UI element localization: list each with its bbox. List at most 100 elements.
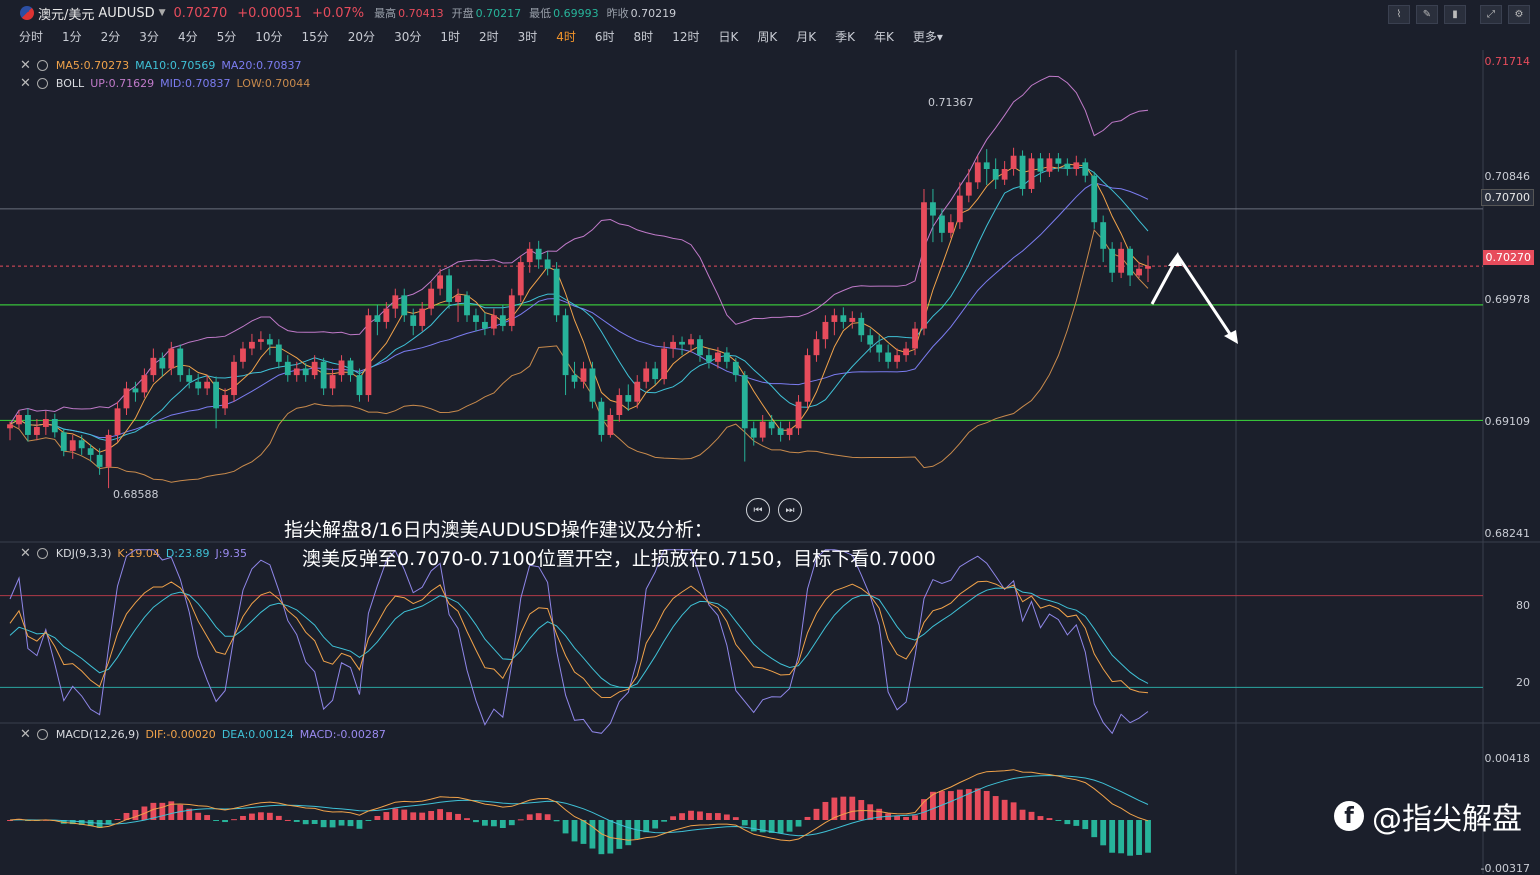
timeframe-10[interactable]: 1时 [440, 30, 460, 44]
candle-body [1100, 222, 1107, 249]
candle-style-icon[interactable]: ▮ [1444, 5, 1466, 24]
gear-icon[interactable] [36, 729, 48, 740]
aud-flag-icon [20, 6, 34, 20]
candle-body [311, 361, 318, 376]
price-chart[interactable] [0, 50, 1540, 874]
timeframe-8[interactable]: 20分 [347, 30, 376, 44]
macd-bar [410, 812, 417, 820]
candle-body [912, 328, 918, 349]
macd-bar [607, 820, 614, 854]
candle-body [455, 295, 461, 302]
symbol-code[interactable]: AUDUSD [98, 5, 155, 21]
timeframe-4[interactable]: 4分 [177, 30, 198, 44]
kdj-d-value: D:23.89 [165, 547, 210, 560]
timeframe-17[interactable]: 日K [718, 30, 739, 44]
candle-body [831, 315, 838, 322]
candle-body [714, 352, 721, 362]
candle-body [777, 428, 784, 435]
fullscreen-icon[interactable]: ⤢ [1480, 5, 1502, 24]
macd-bar [266, 812, 273, 820]
macd-bar [517, 819, 524, 821]
timeframe-13[interactable]: 4时 [556, 30, 576, 44]
timeframe-6[interactable]: 10分 [255, 30, 283, 44]
skip-forward-icon[interactable]: ⏭ [778, 498, 802, 522]
candle-body [16, 415, 22, 425]
candle-body [284, 361, 291, 376]
macd-bar [831, 797, 838, 820]
macd-bar [706, 813, 712, 820]
timeframe-11[interactable]: 2时 [478, 30, 499, 44]
chevron-down-icon[interactable]: ▼ [158, 8, 166, 18]
macd-bar [840, 796, 847, 820]
timeframe-2[interactable]: 2分 [100, 30, 121, 44]
candle-body [33, 426, 40, 435]
timeframe-3[interactable]: 3分 [139, 30, 159, 44]
y-tick: 0.71714 [1484, 55, 1531, 68]
macd-bar [383, 812, 390, 820]
timeframe-18[interactable]: 周K [757, 30, 778, 44]
candle-body [87, 448, 94, 455]
gear-icon[interactable] [36, 548, 48, 559]
draw-icon[interactable]: ✎ [1416, 5, 1438, 24]
settings-icon[interactable]: ⚙ [1508, 5, 1530, 24]
candle-body [473, 315, 479, 322]
macd-bar [69, 820, 76, 825]
timeframe-20[interactable]: 季K [835, 30, 855, 44]
close-icon[interactable]: ✕ [20, 76, 31, 91]
analysis-text: 澳美反弹至0.7070-0.7100位置开空，止损放在0.7150，目标下看0.… [302, 548, 936, 570]
candle-body [7, 424, 13, 429]
macd-bar [204, 815, 211, 820]
candle-body [257, 339, 264, 342]
low-marker: 0.68588 [113, 488, 159, 501]
macd-bar [670, 816, 676, 820]
macd-bar [723, 814, 730, 820]
analysis-title: 指尖解盘8/16日内澳美AUDUSD操作建议及分析： [284, 519, 713, 541]
timeframe-15[interactable]: 8时 [633, 30, 654, 44]
close-icon[interactable]: ✕ [20, 727, 31, 742]
indicator-icon[interactable]: ⌇ [1388, 5, 1410, 24]
close-icon[interactable]: ✕ [20, 546, 31, 561]
macd-bar [1073, 820, 1080, 826]
symbol-name[interactable]: 澳元/美元 [38, 7, 95, 23]
candle-body [965, 182, 972, 196]
skip-back-icon[interactable]: ⏮ [746, 498, 770, 522]
candle-body [293, 368, 300, 376]
macd-bar [992, 796, 999, 820]
close-icon[interactable]: ✕ [20, 58, 31, 73]
ma20-line [9, 182, 1149, 439]
timeframe-22[interactable]: 更多▾ [912, 30, 943, 44]
timeframe-16[interactable]: 12时 [672, 30, 700, 44]
eye-icon[interactable] [36, 78, 48, 89]
macd-bar [616, 820, 623, 849]
kdj-k-value: K:19.04 [117, 547, 160, 560]
timeframe-9[interactable]: 30分 [394, 30, 422, 44]
candle-body [159, 357, 166, 369]
timeframe-12[interactable]: 3时 [517, 30, 538, 44]
candle-body [535, 248, 542, 260]
timeframe-7[interactable]: 15分 [301, 30, 329, 44]
eye-icon[interactable] [36, 60, 48, 71]
candle-body [876, 344, 883, 353]
macd-bar [867, 804, 874, 820]
candle-body [150, 357, 157, 376]
candle-body [1028, 158, 1035, 189]
macd-bar [60, 820, 67, 824]
timeframe-0[interactable]: 分时 [19, 30, 44, 44]
macd-bar [544, 814, 551, 820]
candle-body [804, 355, 811, 402]
timeframe-21[interactable]: 年K [873, 30, 894, 44]
macd-bar [795, 820, 802, 827]
candle-body [1037, 158, 1044, 172]
candle-body [329, 375, 336, 389]
candle-body [499, 315, 506, 326]
macd-bar [1118, 820, 1125, 854]
macd-bar [1082, 820, 1089, 830]
macd-bar [912, 815, 918, 820]
candle-body [544, 259, 551, 269]
candle-body [625, 395, 632, 402]
timeframe-19[interactable]: 月K [796, 30, 817, 44]
timeframe-5[interactable]: 5分 [216, 30, 237, 44]
timeframe-14[interactable]: 6时 [594, 30, 615, 44]
boll-up-value: UP:0.71629 [90, 77, 155, 90]
timeframe-1[interactable]: 1分 [62, 30, 82, 44]
